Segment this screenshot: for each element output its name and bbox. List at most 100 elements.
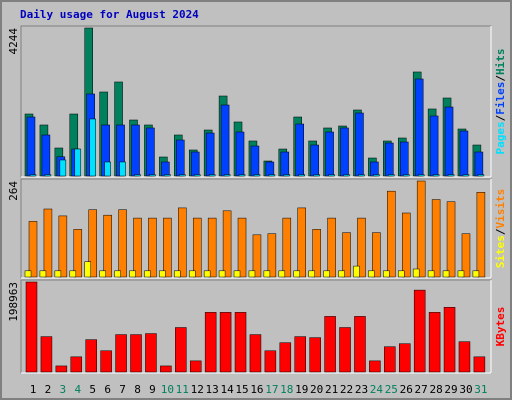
bar [148, 217, 157, 278]
legend-entry: KBytes [494, 307, 507, 347]
bar [373, 174, 380, 177]
bar [477, 174, 485, 177]
bar [99, 270, 106, 278]
bar [387, 190, 396, 278]
bar [28, 221, 38, 278]
bar [370, 161, 379, 177]
bar [403, 174, 410, 177]
bar [103, 214, 112, 278]
x-tick-label: 12 [191, 383, 204, 396]
legend-entry: Pages [494, 121, 507, 154]
bar [237, 217, 247, 278]
bar [39, 270, 47, 278]
x-tick-label: 15 [235, 383, 248, 396]
bar [457, 270, 465, 278]
bar [88, 209, 97, 278]
bar [29, 174, 37, 177]
bar [85, 339, 97, 373]
bar [25, 281, 38, 373]
x-tick-label: 9 [149, 383, 156, 396]
bar [265, 161, 275, 177]
x-tick-label: 17 [265, 383, 278, 396]
bar [327, 217, 336, 278]
y-tick-label: 264 [7, 181, 20, 201]
bar [163, 217, 172, 278]
bar [342, 232, 351, 278]
bar [218, 270, 226, 278]
bar [73, 229, 83, 278]
x-tick-label: 29 [444, 383, 457, 396]
bar [412, 268, 420, 278]
x-tick-label: 25 [385, 383, 398, 396]
bar [417, 174, 425, 177]
x-tick-label: 21 [325, 383, 338, 396]
bar [130, 334, 142, 373]
bar [339, 327, 351, 373]
bar [355, 112, 364, 177]
bar [309, 337, 321, 373]
bar [40, 336, 53, 373]
x-tick-label: 16 [250, 383, 263, 396]
x-tick-label: 8 [134, 383, 141, 396]
bar [461, 233, 471, 278]
bar [383, 270, 390, 278]
bar [298, 174, 305, 177]
bar [442, 270, 450, 278]
bar [472, 270, 480, 278]
bar [294, 336, 306, 373]
bar [43, 208, 53, 278]
bar [476, 192, 486, 278]
x-tick-label: 30 [459, 383, 472, 396]
bar [358, 174, 365, 177]
bar [58, 215, 68, 278]
bar [118, 209, 127, 278]
legend-separator: / [494, 75, 507, 82]
bar [54, 270, 62, 278]
bar [384, 346, 396, 373]
bar [250, 145, 260, 177]
bar [178, 207, 187, 278]
bar [368, 270, 375, 278]
bar [313, 174, 320, 177]
bar [399, 343, 411, 373]
bar [207, 217, 217, 278]
x-tick-label: 31 [474, 383, 487, 396]
bar [44, 174, 52, 177]
chart-title: Daily usage for August 2024 [20, 8, 199, 21]
bar [119, 161, 126, 177]
bar [252, 234, 262, 278]
x-tick-label: 11 [176, 383, 189, 396]
bar [264, 350, 277, 373]
legend-entry: Visits [494, 189, 507, 229]
bar [459, 130, 469, 177]
bar [267, 233, 277, 278]
bar [70, 356, 83, 373]
bar [174, 270, 181, 278]
bar [325, 131, 334, 177]
bar [340, 127, 349, 177]
bar [159, 270, 166, 278]
bar [398, 270, 405, 278]
bar [278, 270, 286, 278]
bar [189, 360, 202, 373]
bar [115, 334, 127, 373]
legend-separator: / [494, 228, 507, 235]
bar [416, 180, 426, 278]
bar [324, 316, 336, 373]
bar [431, 199, 441, 278]
bar [414, 78, 424, 177]
bar [280, 151, 290, 177]
bar [175, 327, 187, 373]
x-tick-label: 19 [295, 383, 308, 396]
x-tick-label: 28 [429, 383, 442, 396]
bar [74, 148, 82, 177]
bar [223, 174, 231, 177]
bar [446, 201, 456, 278]
bar [100, 350, 112, 373]
bar [427, 270, 435, 278]
bar [369, 360, 381, 373]
x-tick-label: 3 [60, 383, 67, 396]
legend-entry: Sites [494, 235, 507, 268]
y-tick-label: 198963 [7, 282, 20, 322]
bar [323, 270, 330, 278]
